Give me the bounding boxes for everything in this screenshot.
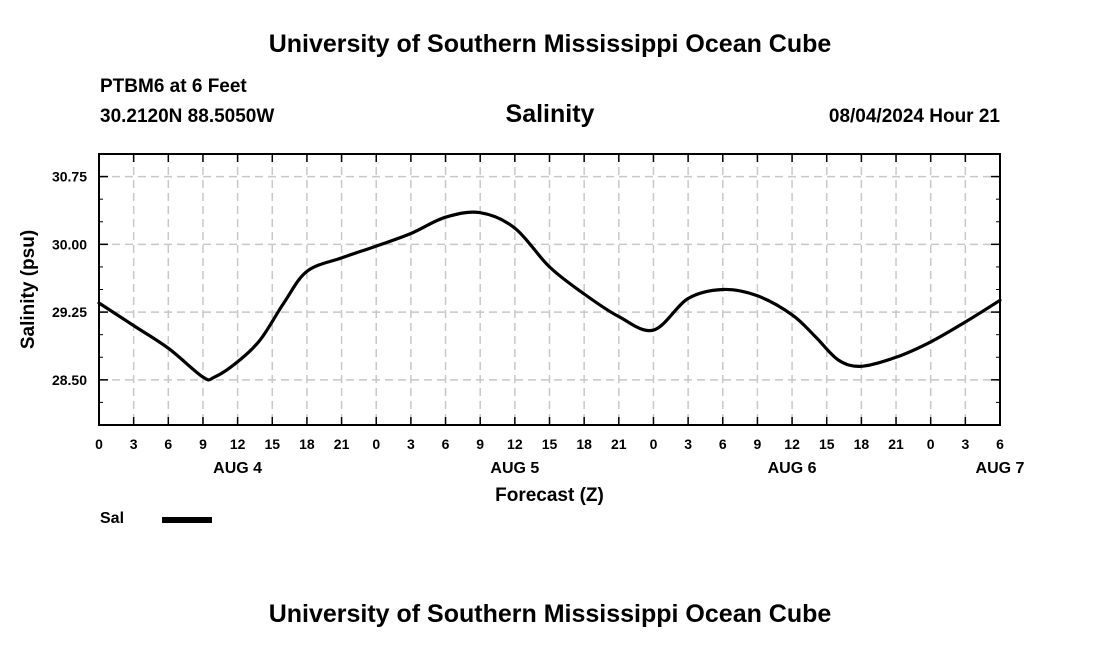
y-tick-label: 28.50 <box>52 372 87 388</box>
x-tick-label: 6 <box>719 436 727 452</box>
x-axis-label: Forecast (Z) <box>495 485 604 506</box>
x-tick-label: 18 <box>854 436 870 452</box>
x-tick-label: 9 <box>754 436 762 452</box>
chart-title: Salinity <box>505 100 595 128</box>
y-axis-label: Salinity (psu) <box>18 230 39 349</box>
x-tick-label: 3 <box>961 436 969 452</box>
x-tick-label: 12 <box>230 436 246 452</box>
station-label: PTBM6 at 6 Feet <box>100 76 247 97</box>
date-label: AUG 4 <box>213 460 262 477</box>
legend-swatch <box>162 517 212 523</box>
plot-frame <box>98 153 1001 426</box>
x-tick-label: 15 <box>542 436 558 452</box>
y-tick-label: 30.75 <box>52 169 87 185</box>
x-tick-label: 21 <box>611 436 627 452</box>
x-tick-label: 15 <box>264 436 280 452</box>
x-tick-label: 0 <box>650 436 658 452</box>
y-tick-label: 30.00 <box>52 236 87 252</box>
x-tick-label: 0 <box>95 436 103 452</box>
date-label: AUG 7 <box>976 460 1025 477</box>
footer-title: University of Southern Mississippi Ocean… <box>268 600 832 628</box>
x-tick-label: 3 <box>130 436 138 452</box>
x-tick-label: 0 <box>927 436 935 452</box>
x-tick-label: 3 <box>684 436 692 452</box>
x-tick-label: 0 <box>372 436 380 452</box>
series-line-sal <box>97 210 1002 382</box>
x-tick-label: 6 <box>442 436 450 452</box>
x-tick-label: 21 <box>888 436 904 452</box>
x-tick-label: 6 <box>996 436 1004 452</box>
x-tick-label: 9 <box>476 436 484 452</box>
page-title: University of Southern Mississippi Ocean… <box>268 30 832 58</box>
x-tick-label: 3 <box>407 436 415 452</box>
date-label: AUG 5 <box>490 460 539 477</box>
legend-label: Sal <box>100 510 125 527</box>
timestamp-label: 08/04/2024 Hour 21 <box>828 106 1000 127</box>
y-tick-label: 29.25 <box>52 304 87 320</box>
x-tick-label: 9 <box>199 436 207 452</box>
coordinates-label: 30.2120N 88.5050W <box>100 106 275 127</box>
x-tick-label: 18 <box>576 436 592 452</box>
x-tick-label: 15 <box>819 436 835 452</box>
date-label: AUG 6 <box>768 460 817 477</box>
x-tick-label: 12 <box>507 436 523 452</box>
x-tick-label: 18 <box>299 436 315 452</box>
x-tick-label: 21 <box>334 436 350 452</box>
x-tick-label: 12 <box>784 436 800 452</box>
x-tick-label: 6 <box>164 436 172 452</box>
